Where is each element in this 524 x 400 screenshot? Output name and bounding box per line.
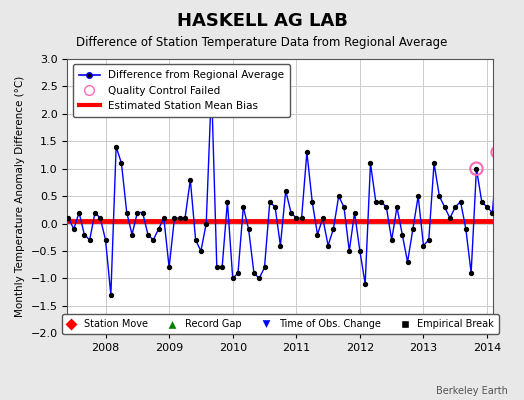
Point (351, 209, 359, 216)
Point (366, 160, 375, 166)
Legend: Station Move, Record Gap, Time of Obs. Change, Empirical Break: Station Move, Record Gap, Time of Obs. C… (62, 314, 499, 334)
Point (287, 209, 295, 216)
Point (382, 204, 390, 210)
Point (107, 292, 115, 298)
Point (271, 204, 279, 210)
Point (477, 198, 486, 205)
Point (372, 198, 380, 205)
Point (324, 242, 332, 249)
Point (499, 193, 507, 199)
Point (356, 248, 364, 254)
Point (255, 275, 264, 282)
Point (446, 215, 454, 221)
Point (144, 231, 152, 238)
Point (276, 242, 285, 249)
Point (340, 204, 348, 210)
Point (133, 209, 141, 216)
Point (361, 281, 369, 287)
Point (292, 215, 300, 221)
Point (186, 176, 194, 183)
Point (345, 248, 354, 254)
Point (170, 215, 179, 221)
Point (218, 264, 226, 271)
Point (59, 226, 68, 232)
Point (191, 237, 200, 243)
Point (160, 215, 168, 221)
Point (515, 193, 523, 199)
Point (377, 198, 385, 205)
Point (213, 264, 221, 271)
Point (393, 204, 401, 210)
Point (467, 270, 475, 276)
Point (234, 270, 242, 276)
Point (488, 209, 497, 216)
Point (176, 215, 184, 221)
Point (53, 204, 62, 210)
Point (260, 264, 269, 271)
Point (451, 204, 460, 210)
Point (181, 215, 189, 221)
Point (398, 231, 407, 238)
Point (419, 242, 428, 249)
Point (117, 160, 126, 166)
Point (196, 248, 205, 254)
Point (472, 166, 481, 172)
Point (313, 231, 322, 238)
Point (239, 204, 247, 210)
Point (334, 193, 343, 199)
Point (483, 204, 491, 210)
Text: HASKELL AG LAB: HASKELL AG LAB (177, 12, 347, 30)
Point (520, 204, 524, 210)
Point (504, 253, 512, 260)
Point (70, 226, 78, 232)
Point (319, 215, 327, 221)
Point (435, 193, 443, 199)
Point (298, 215, 306, 221)
Point (494, 149, 502, 156)
Point (244, 226, 253, 232)
Point (462, 226, 470, 232)
Point (409, 226, 417, 232)
Point (64, 215, 73, 221)
Point (250, 270, 258, 276)
Point (308, 198, 316, 205)
Point (112, 144, 121, 150)
Point (149, 237, 157, 243)
Point (515, 193, 523, 199)
Point (96, 215, 104, 221)
Point (424, 237, 433, 243)
Point (138, 209, 147, 216)
Point (85, 237, 94, 243)
Point (75, 209, 83, 216)
Point (223, 198, 232, 205)
Point (101, 237, 110, 243)
Point (281, 188, 290, 194)
Point (128, 231, 136, 238)
Point (266, 198, 274, 205)
Point (472, 166, 481, 172)
Point (228, 275, 237, 282)
Point (430, 160, 438, 166)
Point (403, 259, 412, 265)
Point (329, 226, 337, 232)
Point (48, 204, 57, 210)
Point (441, 204, 449, 210)
Point (91, 209, 99, 216)
Point (387, 237, 396, 243)
Text: Berkeley Earth: Berkeley Earth (436, 386, 508, 396)
Point (208, 83, 216, 90)
Point (80, 231, 89, 238)
Point (123, 209, 131, 216)
Point (155, 226, 163, 232)
Text: Difference of Station Temperature Data from Regional Average: Difference of Station Temperature Data f… (77, 36, 447, 49)
Y-axis label: Monthly Temperature Anomaly Difference (°C): Monthly Temperature Anomaly Difference (… (15, 76, 25, 317)
Point (202, 220, 211, 227)
Point (494, 149, 502, 156)
Point (414, 193, 422, 199)
Point (456, 198, 465, 205)
Point (165, 264, 173, 271)
Point (509, 193, 518, 199)
Point (303, 149, 311, 156)
